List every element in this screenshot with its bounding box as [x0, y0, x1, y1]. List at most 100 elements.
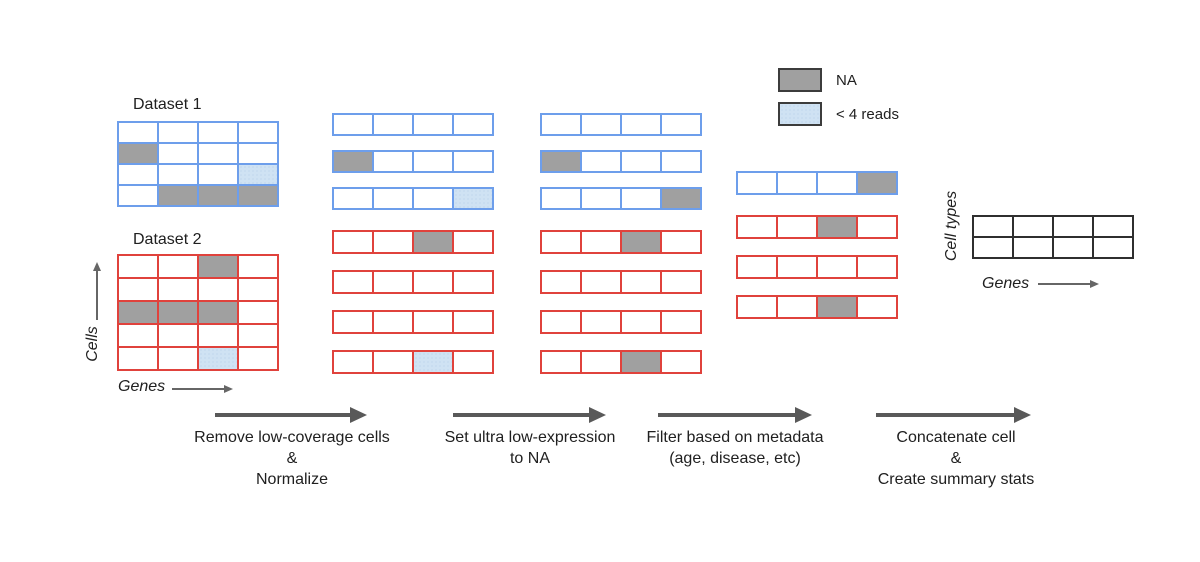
matrix-row: [332, 270, 494, 294]
value-cell: [776, 295, 818, 319]
na-cell: [816, 215, 858, 239]
matrix-row: [117, 346, 279, 371]
step3-arrow-icon: [658, 407, 812, 423]
value-cell: [372, 113, 414, 136]
low-reads-swatch: [778, 102, 822, 126]
step1-line1: Remove low-coverage cells: [194, 429, 390, 446]
value-cell: [197, 163, 239, 186]
value-cell: [197, 323, 239, 348]
summary-matrix: [972, 215, 1134, 259]
value-cell: [736, 295, 778, 319]
value-cell: [117, 121, 159, 144]
value-cell: [776, 171, 818, 195]
value-cell: [580, 113, 622, 136]
genes-axis-right-arrow-icon: [1038, 280, 1099, 288]
value-cell: [412, 310, 454, 334]
dataset1-matrix: [117, 121, 279, 207]
value-cell: [372, 187, 414, 210]
na-cell: [412, 230, 454, 254]
value-cell: [237, 323, 279, 348]
value-cell: [1012, 236, 1054, 259]
value-cell: [117, 254, 159, 279]
step3-line1: Filter based on metadata: [646, 429, 824, 446]
value-cell: [972, 215, 1014, 238]
value-cell: [736, 215, 778, 239]
step1-arrow-icon: [215, 407, 367, 423]
value-cell: [580, 150, 622, 173]
step3-caption: Filter based on metadata (age, disease, …: [620, 427, 850, 469]
matrix-row: [736, 295, 898, 319]
value-cell: [452, 350, 494, 374]
matrix-row: [736, 255, 898, 279]
na-cell: [157, 300, 199, 325]
matrix-row: [117, 121, 279, 144]
matrix-row: [117, 323, 279, 348]
matrix-row: [540, 187, 702, 210]
low-reads-cell: [237, 163, 279, 186]
value-cell: [332, 310, 374, 334]
value-cell: [372, 150, 414, 173]
value-cell: [332, 230, 374, 254]
dataset2-matrix: [117, 254, 279, 371]
stage3-dataset1-matrix: [540, 113, 702, 210]
step4-arrow-icon: [876, 407, 1031, 423]
matrix-row: [540, 310, 702, 334]
value-cell: [452, 270, 494, 294]
value-cell: [412, 270, 454, 294]
dataset1-label: Dataset 1: [133, 96, 202, 113]
value-cell: [452, 230, 494, 254]
step2-line1: Set ultra low-expression: [444, 429, 616, 446]
value-cell: [776, 255, 818, 279]
value-cell: [157, 254, 199, 279]
value-cell: [237, 346, 279, 371]
value-cell: [620, 150, 662, 173]
value-cell: [620, 113, 662, 136]
value-cell: [157, 277, 199, 302]
value-cell: [1092, 236, 1134, 259]
value-cell: [540, 310, 582, 334]
value-cell: [620, 270, 662, 294]
genes-axis-right-label: Genes: [982, 275, 1030, 292]
low-reads-cell: [412, 350, 454, 374]
value-cell: [197, 142, 239, 165]
value-cell: [117, 346, 159, 371]
value-cell: [237, 254, 279, 279]
cell-types-axis-label: Cell types: [943, 190, 960, 262]
stage2-dataset1-matrix: [332, 113, 494, 210]
na-cell: [117, 142, 159, 165]
value-cell: [540, 187, 582, 210]
value-cell: [856, 255, 898, 279]
value-cell: [412, 113, 454, 136]
na-cell: [237, 184, 279, 207]
value-cell: [1012, 215, 1054, 238]
matrix-row: [540, 270, 702, 294]
value-cell: [856, 295, 898, 319]
value-cell: [972, 236, 1014, 259]
value-cell: [620, 187, 662, 210]
dataset2-label: Dataset 2: [133, 231, 202, 248]
value-cell: [157, 346, 199, 371]
na-cell: [540, 150, 582, 173]
matrix-row: [332, 310, 494, 334]
na-cell: [197, 300, 239, 325]
cells-axis-label: Cells: [84, 326, 101, 362]
na-cell: [197, 254, 239, 279]
value-cell: [620, 310, 662, 334]
matrix-row: [332, 113, 494, 136]
step3-line2: (age, disease, etc): [669, 450, 801, 467]
cells-axis-arrow-icon: [93, 262, 101, 320]
step1-caption: Remove low-coverage cells & Normalize: [177, 427, 407, 490]
value-cell: [540, 113, 582, 136]
value-cell: [816, 171, 858, 195]
value-cell: [197, 121, 239, 144]
step2-arrow-icon: [453, 407, 606, 423]
stage4-dataset1-matrix: [736, 171, 898, 195]
matrix-row: [540, 113, 702, 136]
genes-axis-label: Genes: [118, 378, 166, 395]
value-cell: [332, 270, 374, 294]
stage4-dataset2-matrix: [736, 215, 898, 319]
matrix-row: [332, 350, 494, 374]
matrix-row: [117, 163, 279, 186]
value-cell: [816, 255, 858, 279]
value-cell: [117, 277, 159, 302]
